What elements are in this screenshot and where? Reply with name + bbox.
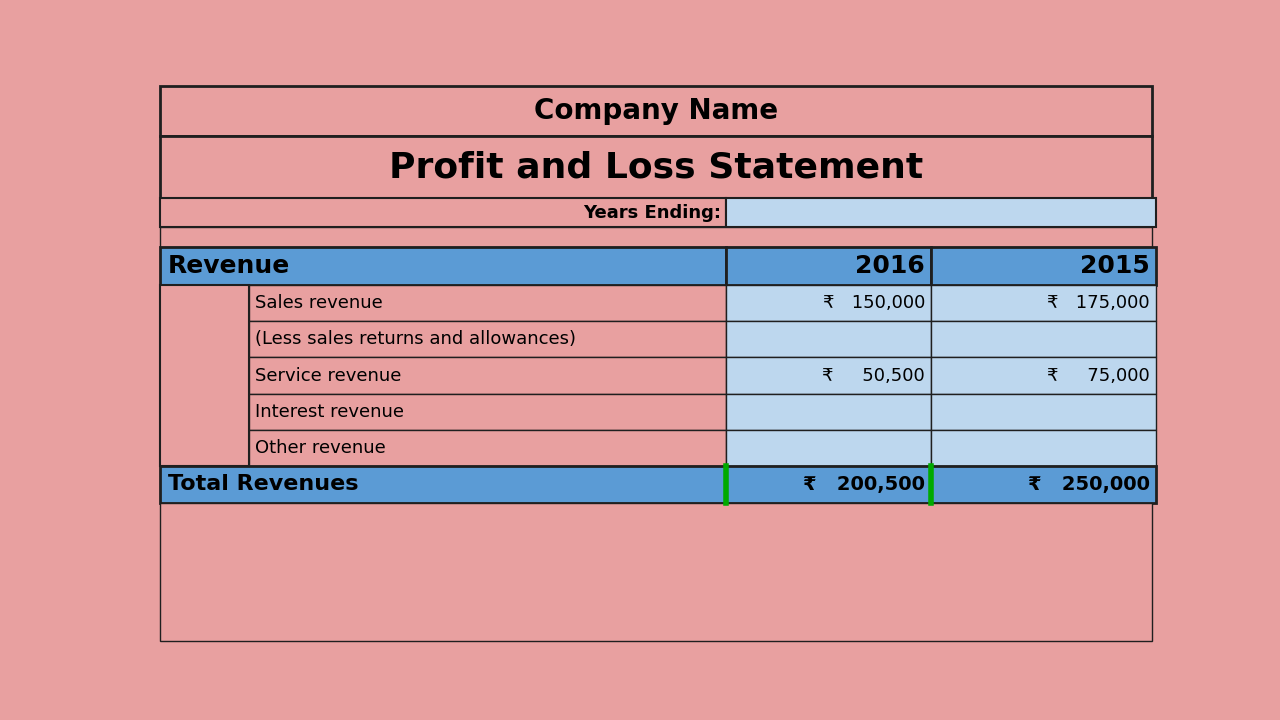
Text: ₹   150,000: ₹ 150,000 — [823, 294, 925, 312]
Text: Profit and Loss Statement: Profit and Loss Statement — [389, 150, 923, 184]
Text: 2016: 2016 — [855, 254, 925, 278]
Text: ₹     50,500: ₹ 50,500 — [822, 366, 925, 384]
FancyBboxPatch shape — [726, 430, 931, 466]
FancyBboxPatch shape — [160, 503, 1152, 641]
FancyBboxPatch shape — [250, 430, 726, 466]
FancyBboxPatch shape — [931, 246, 1156, 285]
FancyBboxPatch shape — [160, 246, 726, 285]
FancyBboxPatch shape — [726, 466, 931, 503]
FancyBboxPatch shape — [931, 321, 1156, 357]
FancyBboxPatch shape — [931, 285, 1156, 321]
FancyBboxPatch shape — [160, 198, 726, 228]
Text: (Less sales returns and allowances): (Less sales returns and allowances) — [255, 330, 576, 348]
Text: Revenue: Revenue — [168, 254, 291, 278]
Text: Years Ending:: Years Ending: — [584, 204, 721, 222]
FancyBboxPatch shape — [160, 137, 1152, 198]
Text: Other revenue: Other revenue — [255, 439, 387, 457]
Text: ₹   175,000: ₹ 175,000 — [1047, 294, 1149, 312]
FancyBboxPatch shape — [250, 321, 726, 357]
FancyBboxPatch shape — [726, 394, 931, 430]
FancyBboxPatch shape — [726, 357, 931, 394]
FancyBboxPatch shape — [931, 394, 1156, 430]
FancyBboxPatch shape — [931, 357, 1156, 394]
FancyBboxPatch shape — [726, 285, 931, 321]
Text: 2015: 2015 — [1080, 254, 1149, 278]
FancyBboxPatch shape — [931, 466, 1156, 503]
Text: Sales revenue: Sales revenue — [255, 294, 383, 312]
FancyBboxPatch shape — [250, 357, 726, 394]
Text: ₹     75,000: ₹ 75,000 — [1047, 366, 1149, 384]
FancyBboxPatch shape — [250, 394, 726, 430]
FancyBboxPatch shape — [250, 285, 726, 321]
Text: Company Name: Company Name — [534, 97, 778, 125]
Text: Interest revenue: Interest revenue — [255, 402, 404, 420]
FancyBboxPatch shape — [726, 198, 1156, 228]
FancyBboxPatch shape — [160, 86, 1152, 137]
FancyBboxPatch shape — [160, 466, 726, 503]
FancyBboxPatch shape — [726, 321, 931, 357]
Text: ₹   200,500: ₹ 200,500 — [803, 475, 925, 494]
Text: Total Revenues: Total Revenues — [168, 474, 358, 495]
FancyBboxPatch shape — [726, 246, 931, 285]
FancyBboxPatch shape — [160, 285, 250, 466]
Text: ₹   250,000: ₹ 250,000 — [1028, 475, 1149, 494]
FancyBboxPatch shape — [160, 228, 1152, 246]
Text: Service revenue: Service revenue — [255, 366, 402, 384]
FancyBboxPatch shape — [931, 430, 1156, 466]
